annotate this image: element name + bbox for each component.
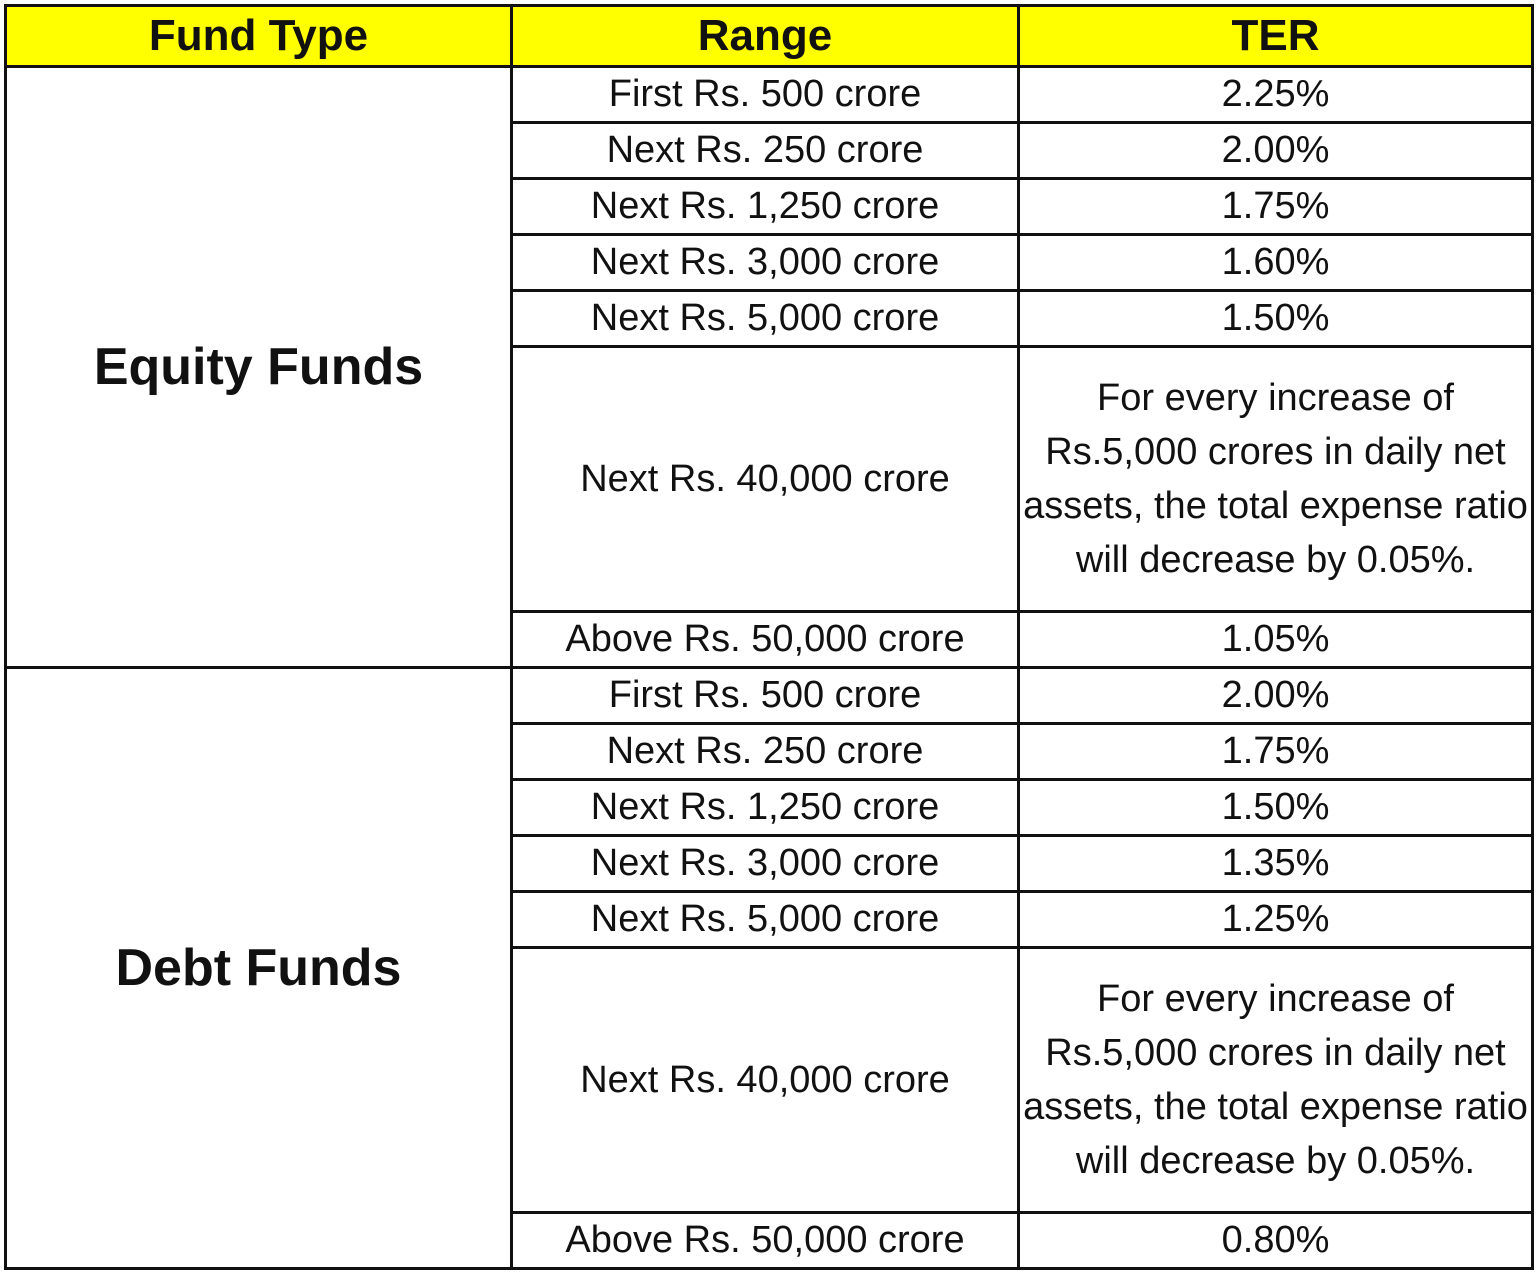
ter-note-cell: For every increase of Rs.5,000 crores in…: [1017, 946, 1534, 1214]
range-cell: Next Rs. 3,000 crore: [510, 834, 1020, 893]
ter-cell: 1.60%: [1017, 233, 1534, 292]
table-row: Next Rs. 3,000 crore 1.60%: [6, 233, 1534, 292]
ter-cell: 1.05%: [1017, 610, 1534, 669]
table-row: Next Rs. 250 crore 2.00%: [6, 121, 1534, 180]
ter-cell: 1.75%: [1017, 177, 1534, 236]
table-row: Debt Funds First Rs. 500 crore 2.00%: [4, 666, 1534, 1270]
table-row: Next Rs. 40,000 crore For every increase…: [6, 946, 1534, 1214]
range-cell: Next Rs. 1,250 crore: [510, 177, 1020, 236]
range-cell: Next Rs. 1,250 crore: [510, 778, 1020, 837]
range-cell: Above Rs. 50,000 crore: [510, 1211, 1020, 1270]
header-ter: TER: [1017, 4, 1534, 68]
range-cell: First Rs. 500 crore: [510, 666, 1020, 725]
ter-cell: 1.35%: [1017, 834, 1534, 893]
ter-cell: 1.50%: [1017, 778, 1534, 837]
ter-cell: 1.75%: [1017, 722, 1534, 781]
ter-note-cell: For every increase of Rs.5,000 crores in…: [1017, 345, 1534, 613]
table-row: Above Rs. 50,000 crore 1.05%: [6, 610, 1534, 669]
range-cell: Next Rs. 3,000 crore: [510, 233, 1020, 292]
ter-cell: 2.00%: [1017, 121, 1534, 180]
table-row: Next Rs. 5,000 crore 1.50%: [6, 289, 1534, 348]
range-cell: Next Rs. 5,000 crore: [510, 289, 1020, 348]
header-range: Range: [510, 4, 1020, 68]
ter-cell: 1.50%: [1017, 289, 1534, 348]
table-row: Next Rs. 5,000 crore 1.25%: [6, 890, 1534, 949]
table-row: Next Rs. 3,000 crore 1.35%: [6, 834, 1534, 893]
ter-cell: 2.25%: [1017, 65, 1534, 124]
ter-cell: 2.00%: [1017, 666, 1534, 725]
fund-type-debt: Debt Funds: [4, 666, 513, 1270]
range-cell: Next Rs. 250 crore: [510, 722, 1020, 781]
range-cell: Next Rs. 40,000 crore: [510, 345, 1020, 613]
ter-cell: 1.25%: [1017, 890, 1534, 949]
ter-cell: 0.80%: [1017, 1211, 1534, 1270]
table-row: Equity Funds First Rs. 500 crore 2.25%: [4, 65, 1534, 669]
fund-type-equity: Equity Funds: [4, 65, 513, 669]
table-row: Next Rs. 250 crore 1.75%: [6, 722, 1534, 781]
table-row: Next Rs. 40,000 crore For every increase…: [6, 345, 1534, 613]
table-row: Above Rs. 50,000 crore 0.80%: [6, 1211, 1534, 1270]
range-cell: Next Rs. 250 crore: [510, 121, 1020, 180]
range-cell: Above Rs. 50,000 crore: [510, 610, 1020, 669]
table-row: Next Rs. 1,250 crore 1.75%: [6, 177, 1534, 236]
range-cell: Next Rs. 40,000 crore: [510, 946, 1020, 1214]
header-row: Fund Type Range TER: [4, 4, 1534, 68]
ter-table: Fund Type Range TER Equity Funds First R…: [4, 4, 1534, 1270]
table-row: Next Rs. 1,250 crore 1.50%: [6, 778, 1534, 837]
header-fund-type: Fund Type: [4, 4, 513, 68]
range-cell: Next Rs. 5,000 crore: [510, 890, 1020, 949]
range-cell: First Rs. 500 crore: [510, 65, 1020, 124]
